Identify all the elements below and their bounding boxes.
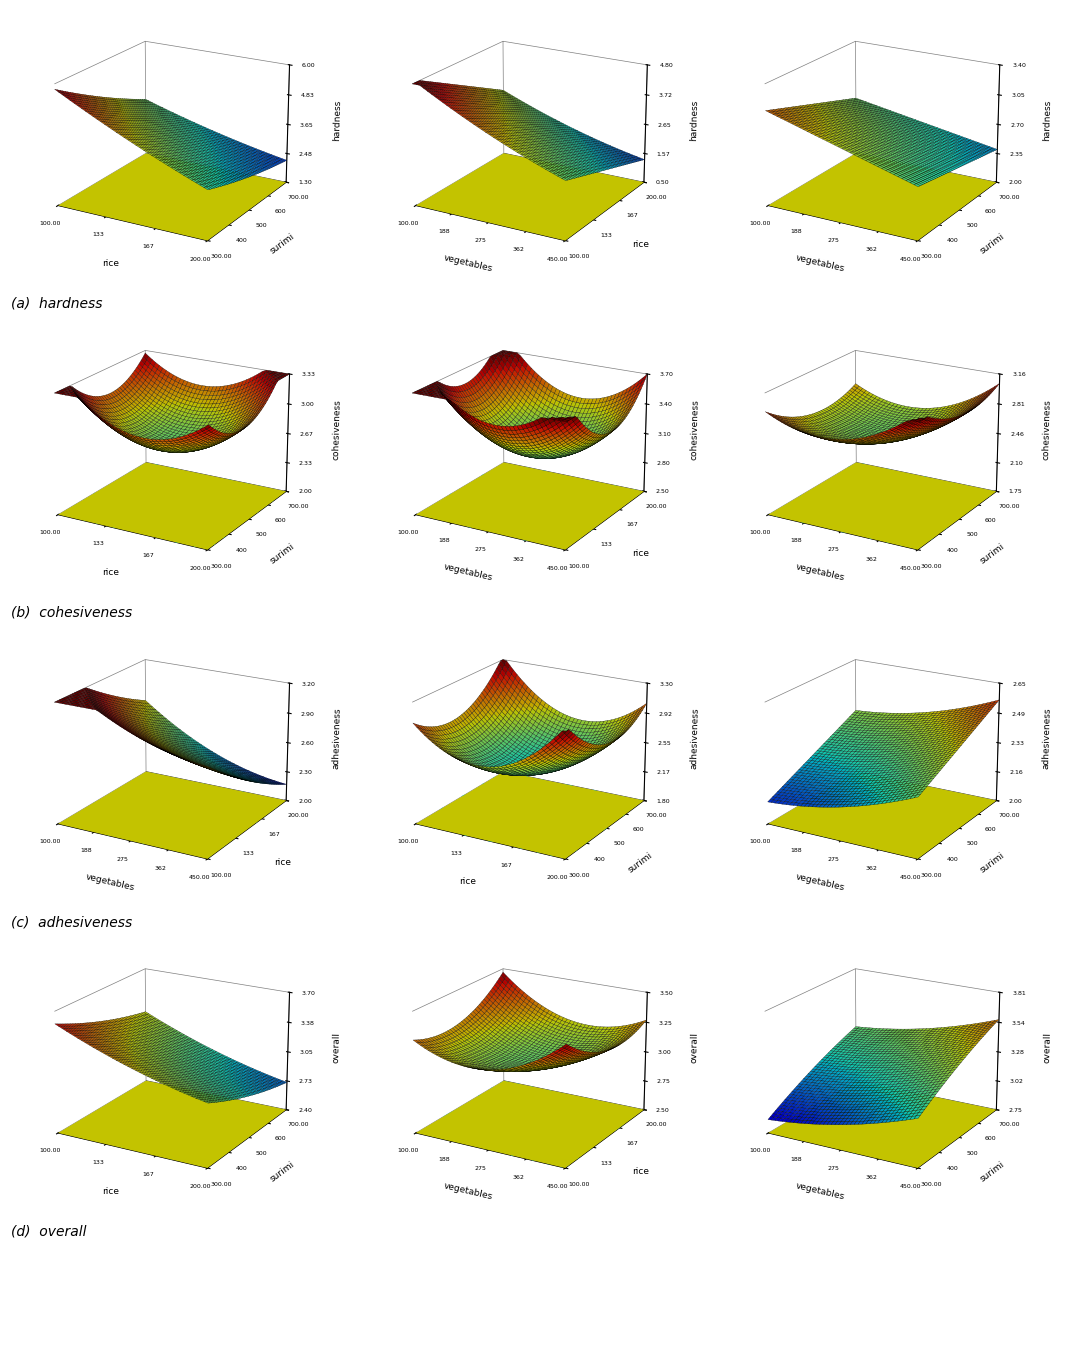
X-axis label: rice: rice: [101, 259, 119, 269]
Y-axis label: surimi: surimi: [978, 232, 1007, 256]
Y-axis label: rice: rice: [632, 239, 648, 248]
Y-axis label: rice: rice: [632, 548, 648, 558]
X-axis label: vegetables: vegetables: [795, 254, 846, 274]
Y-axis label: rice: rice: [632, 1166, 648, 1176]
Text: (c)  adhesiveness: (c) adhesiveness: [11, 915, 132, 929]
Y-axis label: surimi: surimi: [626, 850, 655, 875]
Y-axis label: rice: rice: [274, 857, 290, 867]
X-axis label: rice: rice: [101, 568, 119, 578]
X-axis label: vegetables: vegetables: [795, 563, 846, 583]
X-axis label: vegetables: vegetables: [795, 1181, 846, 1202]
X-axis label: vegetables: vegetables: [795, 872, 846, 892]
Text: (b)  cohesiveness: (b) cohesiveness: [11, 606, 132, 620]
X-axis label: rice: rice: [459, 878, 476, 887]
X-axis label: vegetables: vegetables: [442, 563, 493, 583]
X-axis label: rice: rice: [101, 1187, 119, 1196]
X-axis label: vegetables: vegetables: [442, 254, 493, 274]
Y-axis label: surimi: surimi: [978, 541, 1007, 566]
X-axis label: vegetables: vegetables: [442, 1181, 493, 1202]
Text: (a)  hardness: (a) hardness: [11, 297, 103, 310]
Y-axis label: surimi: surimi: [268, 1160, 297, 1184]
Y-axis label: surimi: surimi: [978, 1160, 1007, 1184]
X-axis label: vegetables: vegetables: [84, 872, 136, 892]
Y-axis label: surimi: surimi: [268, 541, 297, 566]
Y-axis label: surimi: surimi: [268, 232, 297, 256]
Text: (d)  overall: (d) overall: [11, 1224, 87, 1238]
Y-axis label: surimi: surimi: [978, 850, 1007, 875]
